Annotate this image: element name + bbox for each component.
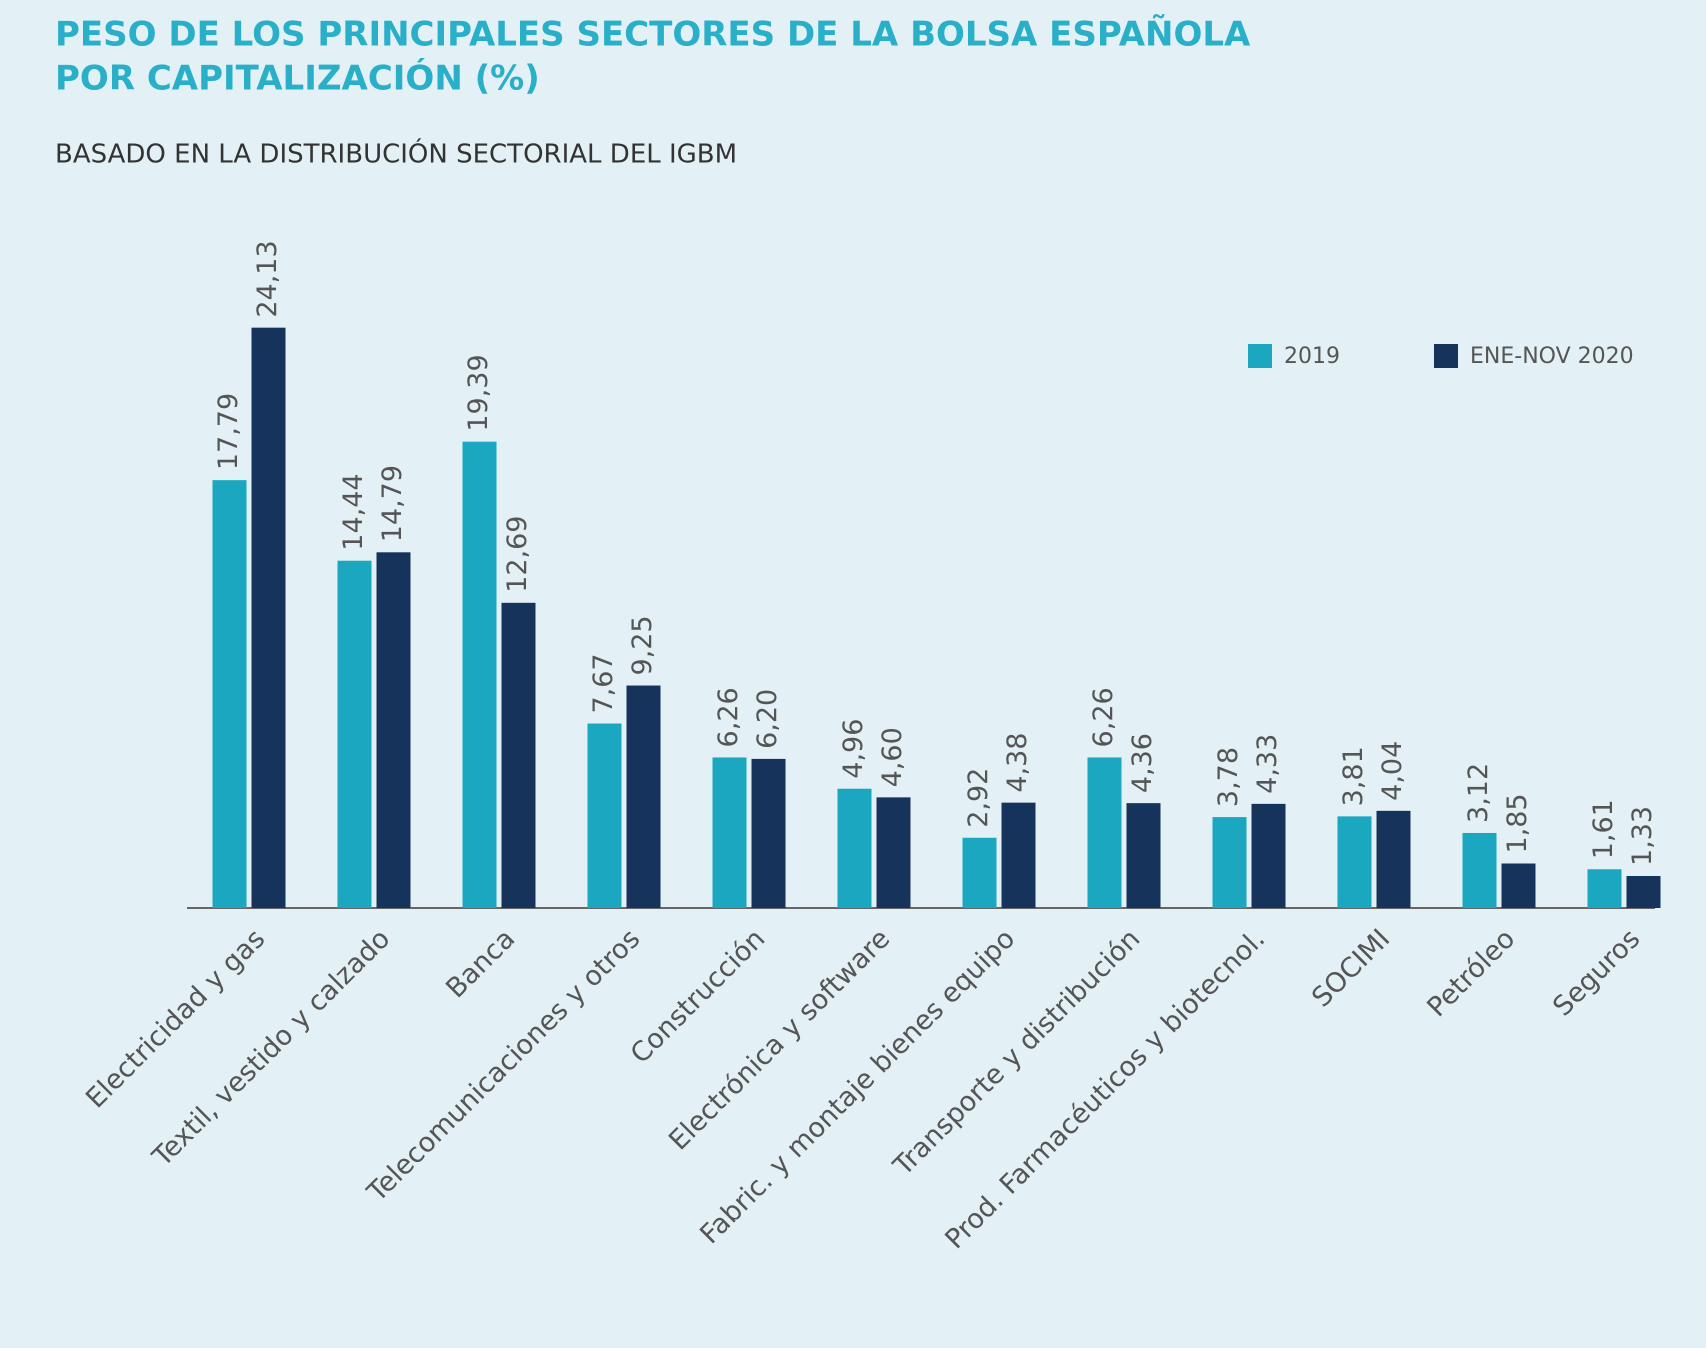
value-label: 1,33 — [1627, 806, 1658, 866]
bar — [1501, 863, 1536, 908]
bar — [712, 757, 747, 908]
bar — [1376, 810, 1411, 908]
value-label: 6,20 — [752, 689, 783, 749]
bar — [962, 837, 997, 908]
value-label: 4,38 — [1002, 733, 1033, 793]
value-label: 2,92 — [963, 768, 994, 828]
value-label: 1,61 — [1588, 799, 1619, 859]
value-label: 14,44 — [338, 473, 369, 550]
value-label: 4,36 — [1127, 733, 1158, 793]
value-label: 3,12 — [1463, 763, 1494, 823]
bar — [1087, 757, 1122, 908]
legend-label: 2019 — [1284, 344, 1340, 369]
legend-swatch — [1434, 344, 1458, 368]
bar — [376, 552, 411, 908]
value-label: 17,79 — [213, 393, 244, 470]
bar — [1212, 817, 1247, 908]
bar — [837, 788, 872, 908]
bar — [876, 797, 911, 908]
bar — [751, 758, 786, 908]
bar — [501, 602, 536, 908]
chart-subtitle: BASADO EN LA DISTRIBUCIÓN SECTORIAL DEL … — [55, 138, 737, 170]
value-label: 4,04 — [1377, 741, 1408, 801]
value-label: 4,60 — [877, 727, 908, 787]
bar — [587, 723, 622, 908]
chart-title: PESO DE LOS PRINCIPALES SECTORES DE LA B… — [55, 14, 1251, 55]
legend-swatch — [1248, 344, 1272, 368]
value-label: 4,33 — [1252, 734, 1283, 794]
value-label: 3,81 — [1338, 746, 1369, 806]
value-label: 4,96 — [838, 719, 869, 779]
value-label: 19,39 — [463, 354, 494, 431]
chart-title: POR CAPITALIZACIÓN (%) — [55, 58, 540, 99]
bar — [1126, 803, 1161, 908]
bar — [251, 327, 286, 909]
bar — [1587, 869, 1622, 908]
value-label: 6,26 — [1088, 687, 1119, 747]
value-label: 7,67 — [588, 653, 619, 713]
bar — [626, 685, 661, 908]
legend-label: ENE-NOV 2020 — [1470, 344, 1634, 369]
value-label: 3,78 — [1213, 747, 1244, 807]
value-label: 6,26 — [713, 687, 744, 747]
bar — [1462, 832, 1497, 908]
value-label: 9,25 — [627, 615, 658, 675]
bar — [1626, 876, 1661, 908]
bar — [462, 441, 497, 908]
value-label: 24,13 — [252, 240, 283, 317]
value-label: 12,69 — [502, 516, 533, 593]
bar — [212, 480, 247, 908]
bar — [337, 560, 372, 908]
bar — [1251, 803, 1286, 908]
bar — [1001, 802, 1036, 908]
value-label: 1,85 — [1502, 793, 1533, 853]
value-label: 14,79 — [377, 465, 408, 542]
bar — [1337, 816, 1372, 908]
